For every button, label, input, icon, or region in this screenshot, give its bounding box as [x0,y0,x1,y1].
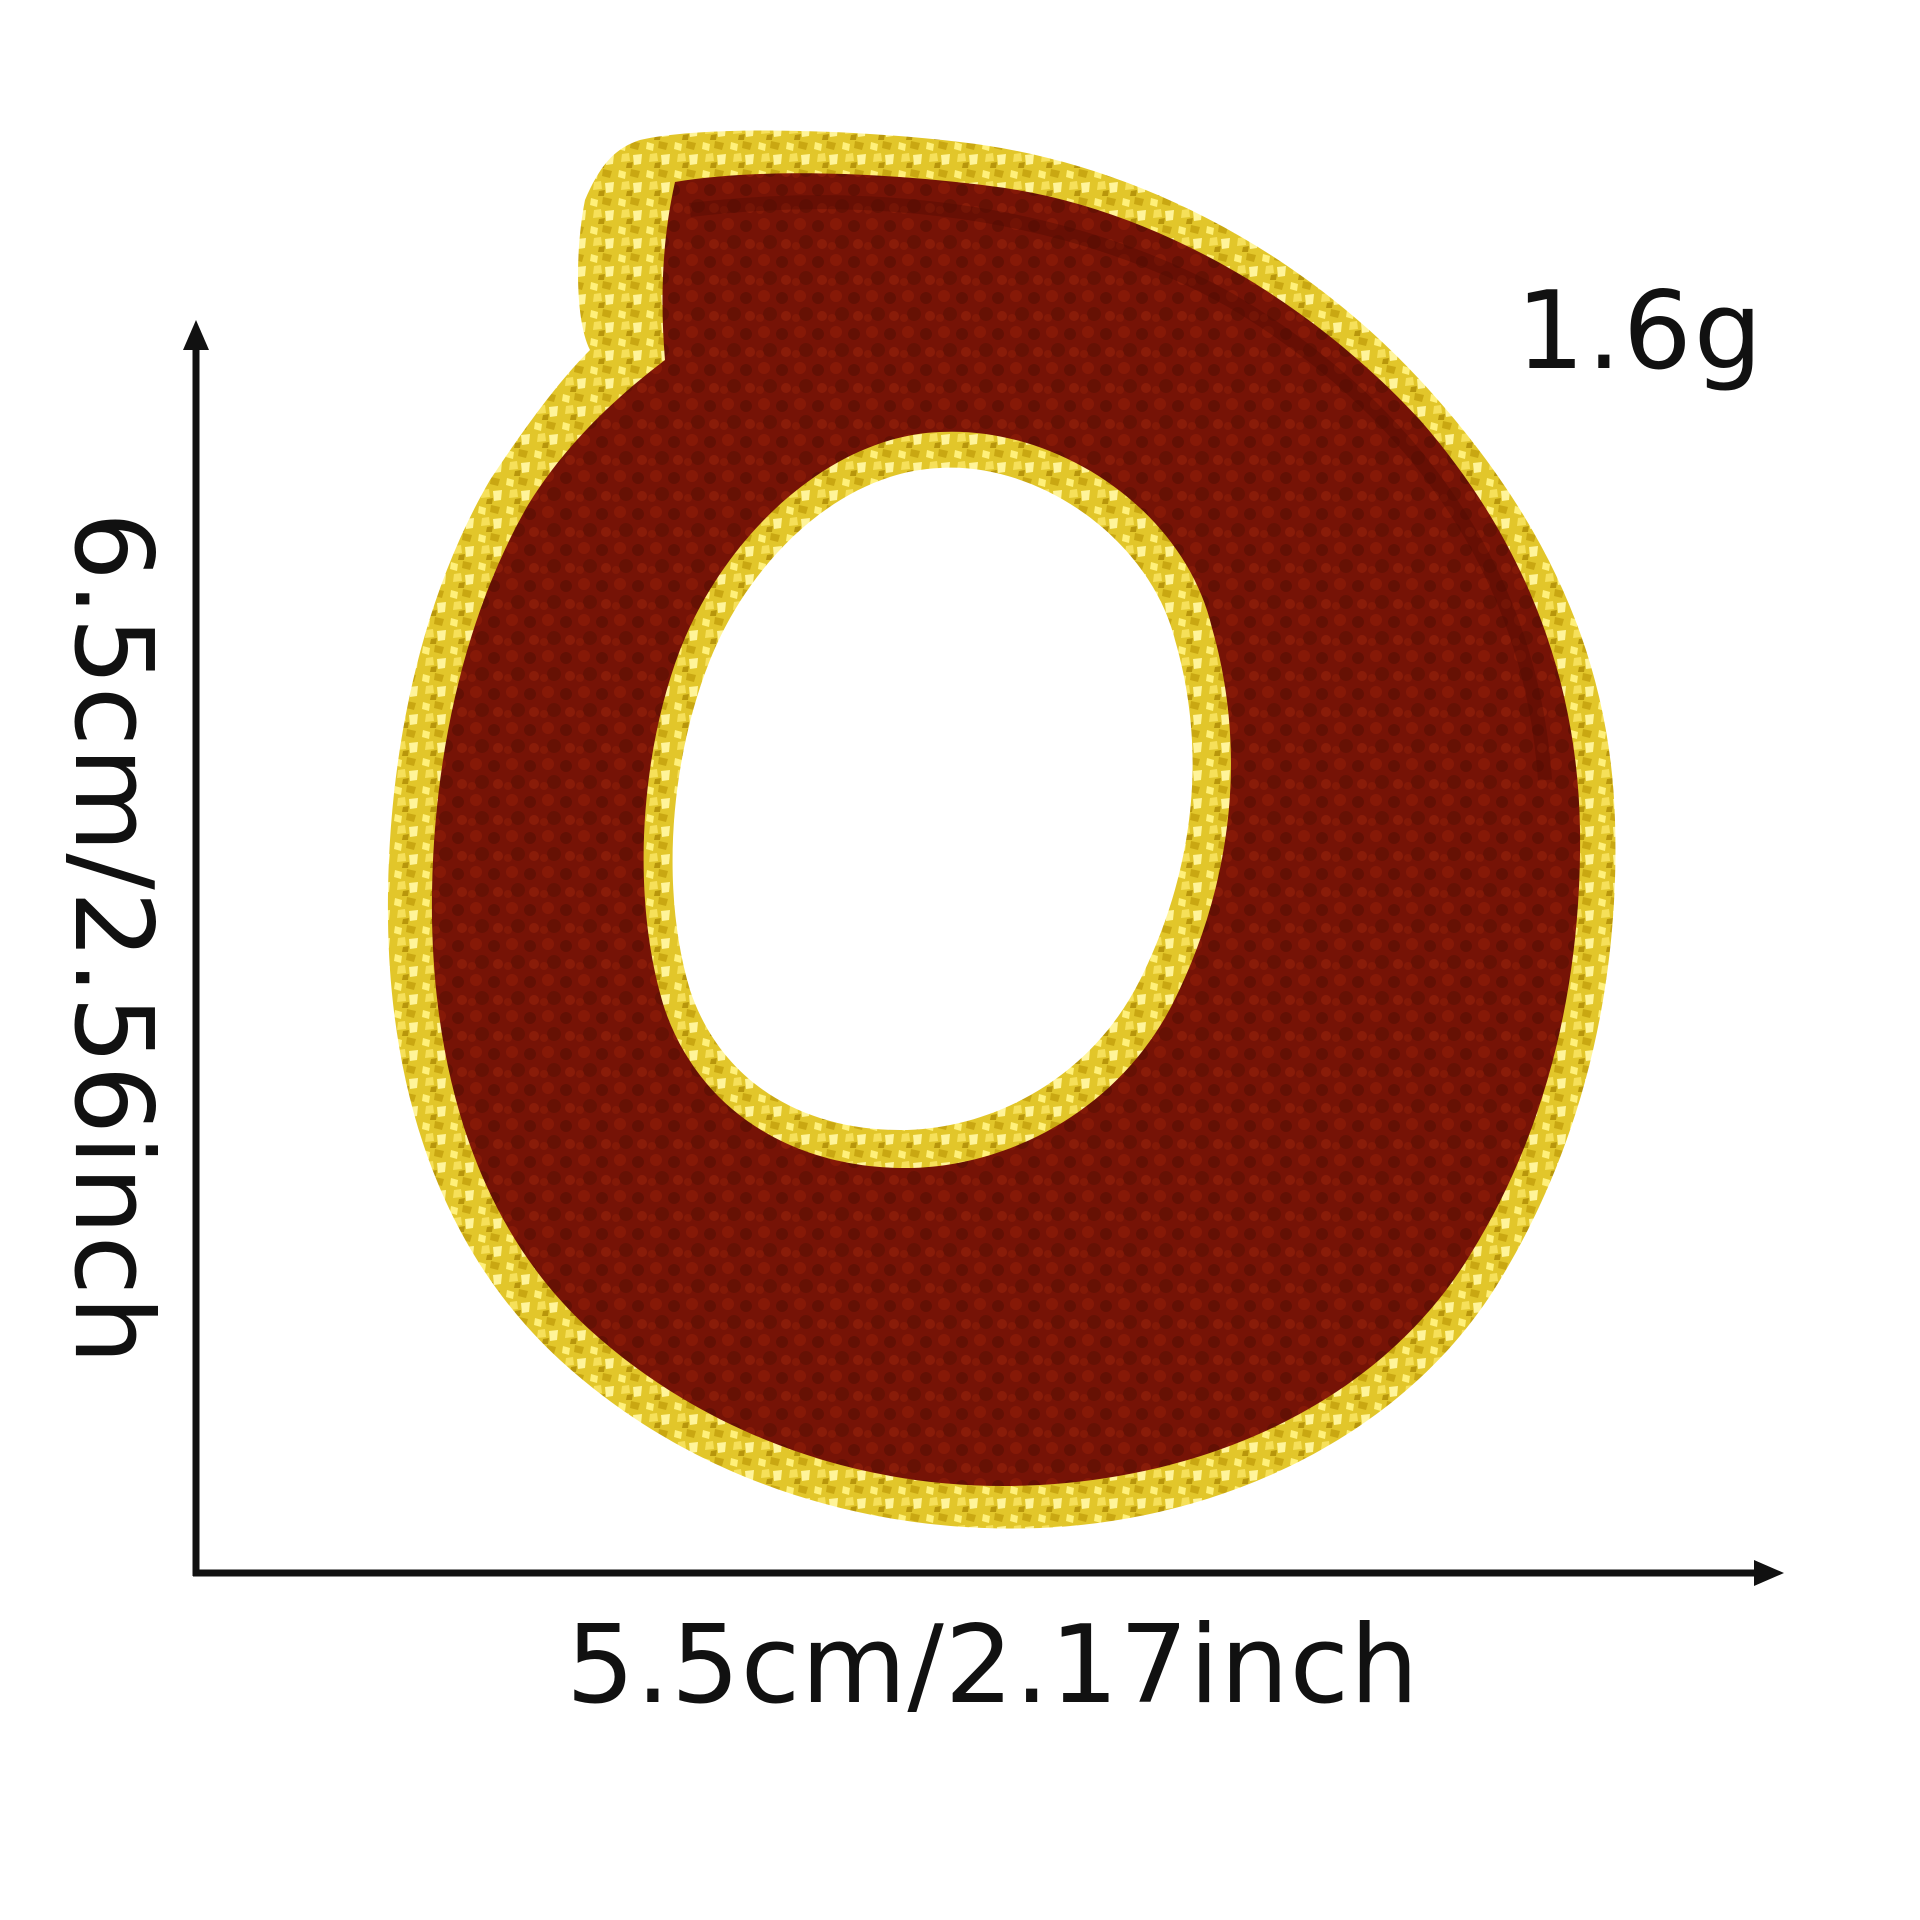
height-arrow [183,320,209,1576]
chenille-shadow [689,195,1552,781]
arrow-right-icon [1754,1560,1784,1586]
arrow-up-icon [183,320,209,350]
height-label: 6.5cm/2.56inch [50,512,175,1366]
letter-patch [387,130,1616,1529]
width-arrow [193,1560,1784,1586]
width-label: 5.5cm/2.17inch [566,1603,1420,1728]
weight-label: 1.6g [1516,269,1765,394]
chenille-body [431,173,1581,1487]
